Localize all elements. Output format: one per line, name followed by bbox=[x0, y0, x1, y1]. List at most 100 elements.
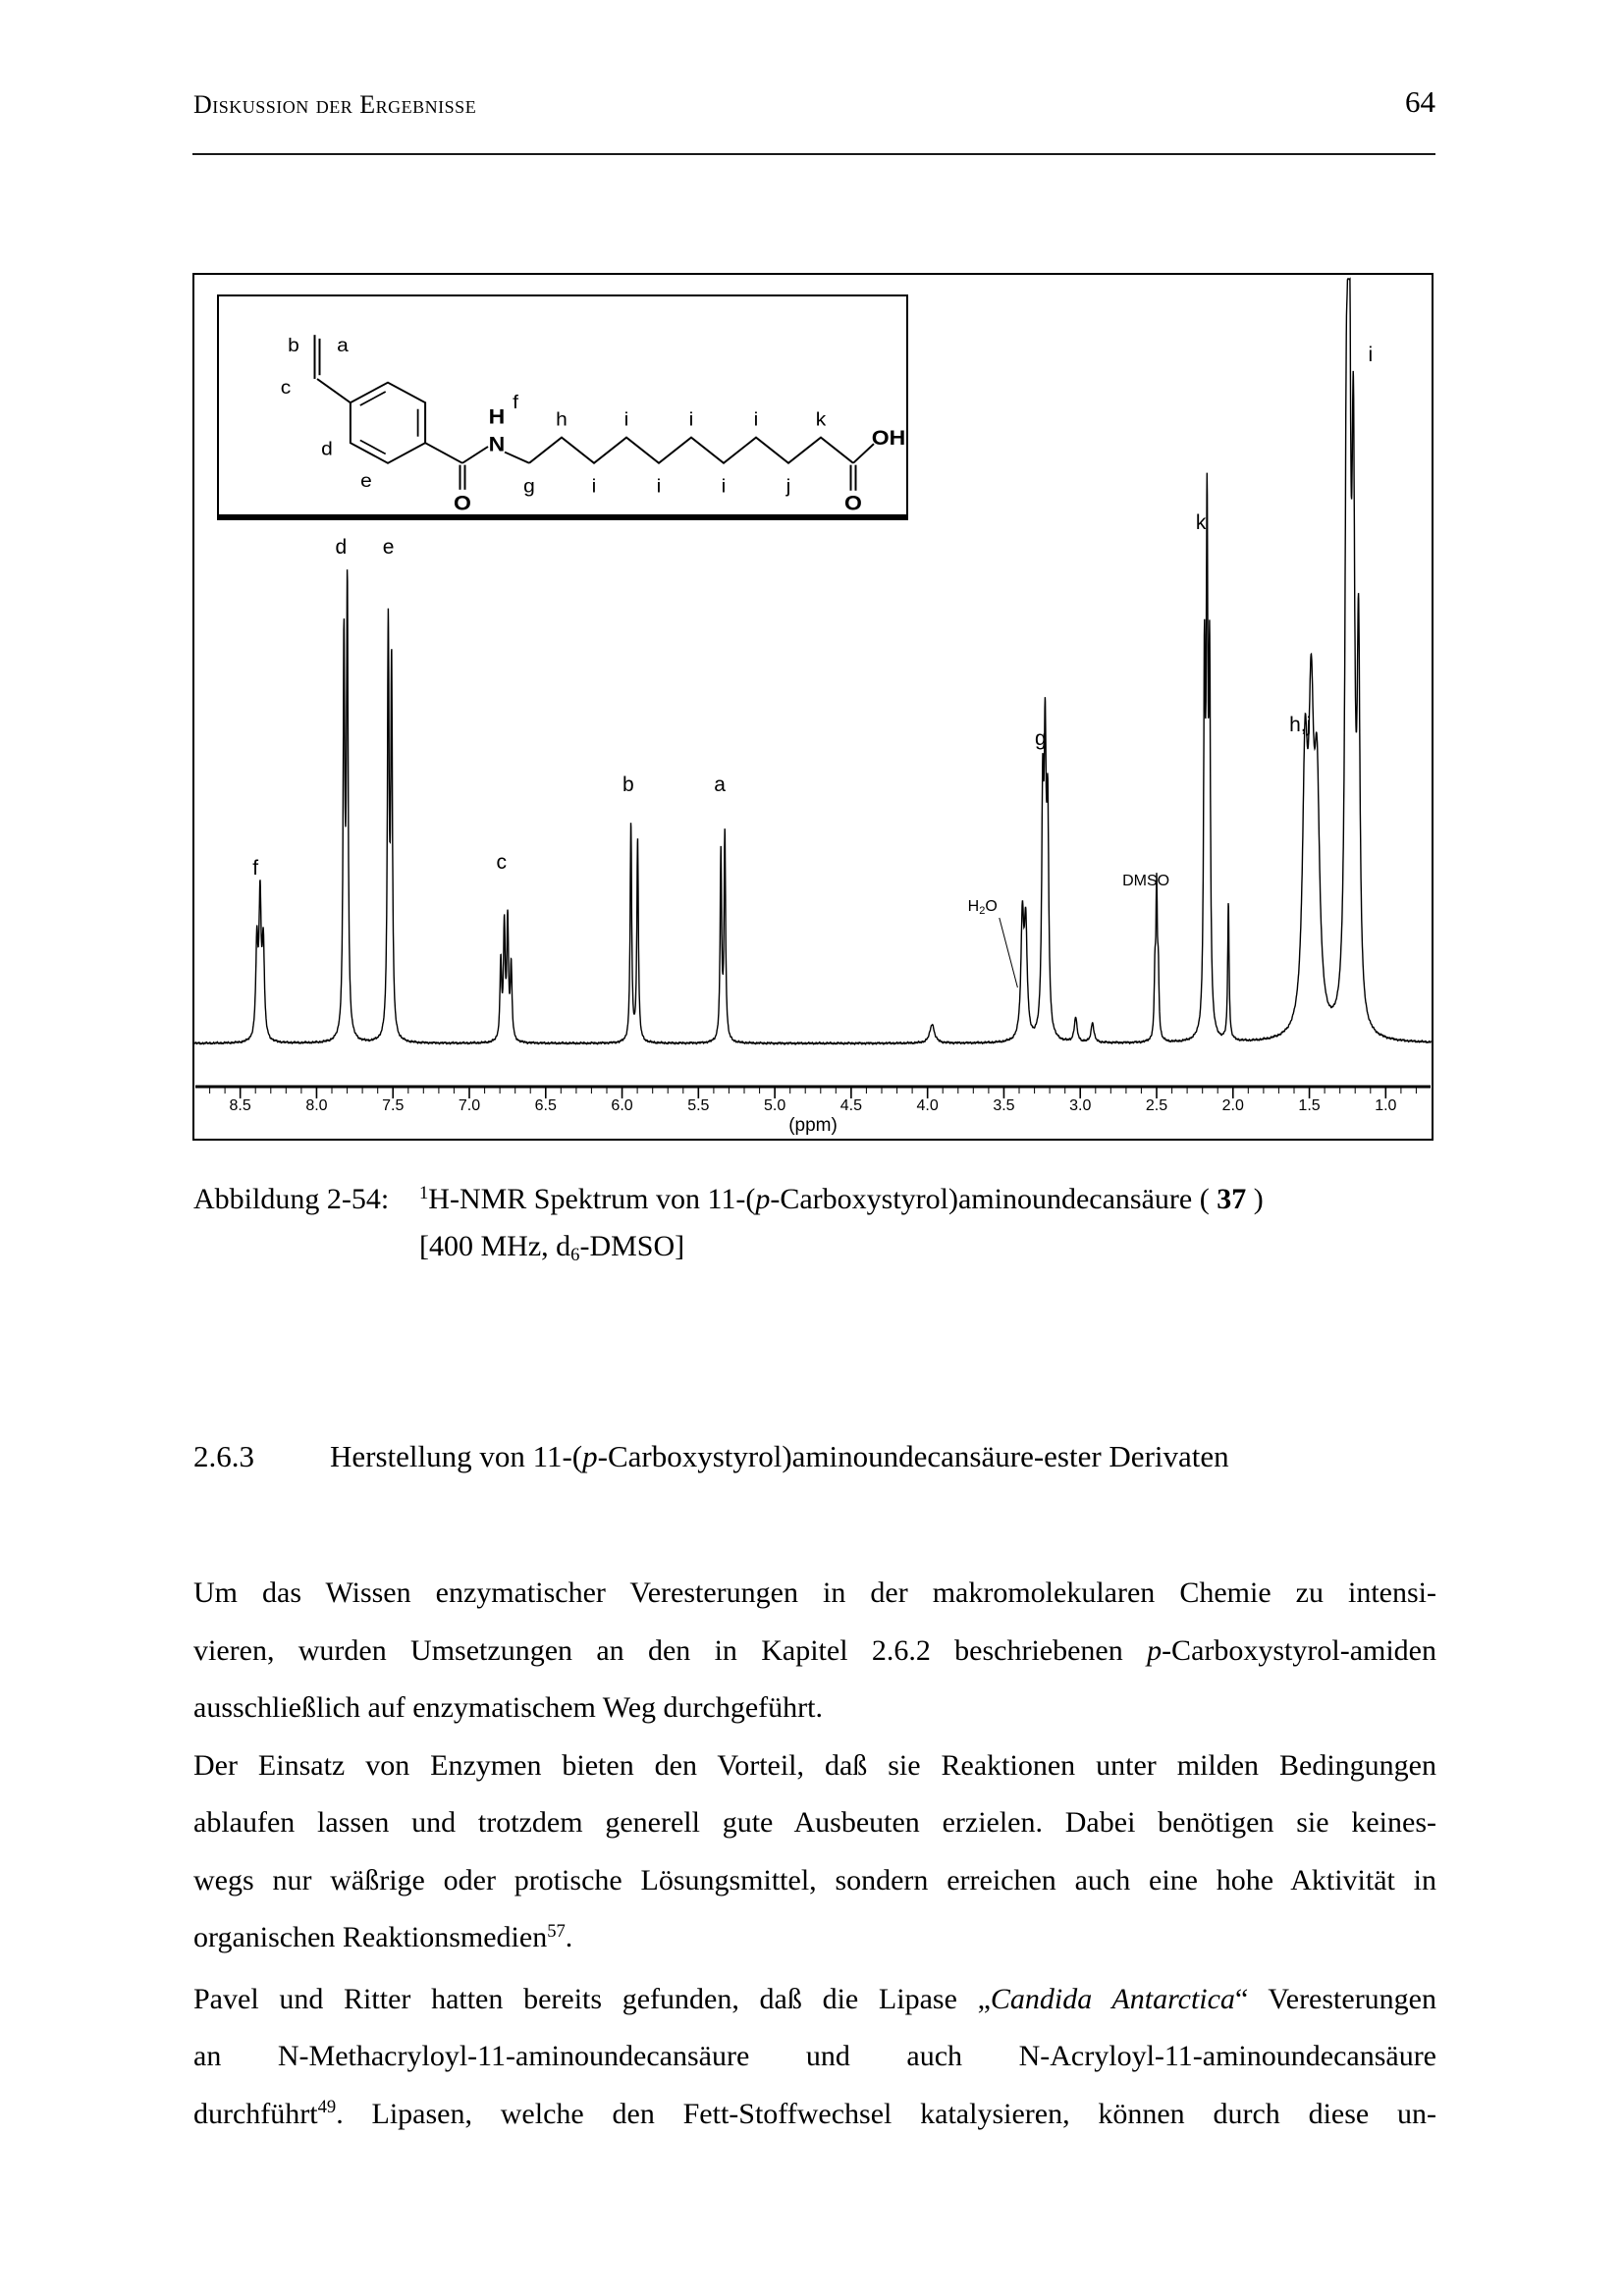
text-segment: an N-Methacryloyl-11-aminoundecansäure u… bbox=[193, 2040, 1436, 2072]
vinyl-ring-bond bbox=[316, 378, 352, 403]
structure-label-n: N bbox=[489, 432, 506, 455]
body-line: an N-Methacryloyl-11-aminoundecansäure u… bbox=[193, 2028, 1436, 2086]
structure-label-c: c bbox=[281, 377, 292, 398]
figure-caption-text: 1H-NMR Spektrum von 11-(p-Carboxystyrol)… bbox=[419, 1178, 1264, 1272]
body-line: organischen Reaktionsmedien57. bbox=[193, 1909, 1436, 1971]
structure-label-oh: OH bbox=[872, 426, 905, 450]
text-segment: -Carboxystyrol)aminoundecansäure-ester D… bbox=[597, 1439, 1229, 1473]
nmr-figure: 8.5 8.0 7.5 7.0 6.5 6.0 5.5 5.0 4.5 4.0 3.5 3.0 2.5 2… bbox=[192, 273, 1434, 1141]
structure-label-i: i bbox=[624, 409, 629, 430]
text-segment: . Lipasen, welche den Fett-Stoffwechsel … bbox=[336, 2097, 1436, 2130]
text-segment: ablaufen lassen und trotzdem generell gu… bbox=[193, 1806, 1436, 1839]
x-axis-tick-label: 4.5 bbox=[840, 1097, 862, 1114]
text-segment: 49 bbox=[317, 2097, 337, 2118]
structure-atom-labels: b a c d e O NHf g h i i i k i i i j O OH bbox=[281, 336, 906, 514]
structure-label-j: j bbox=[785, 476, 791, 497]
text-segment: durchführt bbox=[193, 2097, 318, 2130]
structure-label-o: O bbox=[844, 491, 862, 514]
text-segment: p bbox=[1147, 1633, 1163, 1667]
structure-label-o: O bbox=[454, 491, 471, 514]
text-segment: -Carboxystyrol-amiden bbox=[1162, 1633, 1436, 1667]
x-axis-tick-label: 5.0 bbox=[764, 1097, 785, 1114]
x-axis-tick-label: 4.0 bbox=[917, 1097, 939, 1114]
structure-label-a: a bbox=[337, 336, 349, 356]
structure-label-i: i bbox=[722, 476, 727, 497]
figure-caption-line1: 1H-NMR Spektrum von 11-(p-Carboxystyrol)… bbox=[419, 1178, 1264, 1225]
header-rule bbox=[192, 153, 1435, 155]
section-heading: 2.6.3 Herstellung von 11-(p-Carboxystyro… bbox=[193, 1437, 1436, 1476]
x-axis-tick-label: 6.5 bbox=[535, 1097, 557, 1114]
peak-label-k: k bbox=[1196, 511, 1207, 534]
peak-label-h2o: H2O bbox=[968, 898, 998, 917]
aromatic-inner-bond bbox=[359, 439, 387, 455]
text-segment: [400 MHz, d bbox=[419, 1230, 571, 1262]
structure-label-h: H bbox=[489, 404, 506, 428]
peak-label-i: i bbox=[1368, 344, 1373, 366]
figure-caption: Abbildung 2-54: 1H-NMR Spektrum von 11-(… bbox=[193, 1178, 1436, 1272]
x-axis-tick-label: 5.5 bbox=[687, 1097, 709, 1114]
text-segment: 1 bbox=[419, 1182, 429, 1203]
x-axis-tick-label: 7.0 bbox=[459, 1097, 480, 1114]
structure-label-d: d bbox=[321, 439, 333, 459]
x-axis-tick-label: 1.0 bbox=[1375, 1097, 1396, 1114]
x-axis-tick-label: 7.5 bbox=[382, 1097, 404, 1114]
x-axis-tick-label: 2.0 bbox=[1222, 1097, 1244, 1114]
x-axis-tick-label: 8.5 bbox=[230, 1097, 251, 1114]
section-number: 2.6.3 bbox=[193, 1439, 254, 1473]
peak-label-dmso: DMSO bbox=[1122, 873, 1169, 889]
text-segment: . bbox=[565, 1921, 573, 1953]
body-line: wegs nur wäßrige oder protische Lösungsm… bbox=[193, 1852, 1436, 1910]
text-segment: 6 bbox=[570, 1245, 580, 1266]
body-line: Der Einsatz von Enzymen bieten den Vorte… bbox=[193, 1737, 1436, 1795]
text-segment: Pavel und Ritter hatten bereits gefunden… bbox=[193, 1982, 991, 2015]
x-axis-tick-label: 3.0 bbox=[1069, 1097, 1091, 1114]
benzene-ring bbox=[349, 381, 427, 464]
spectrum-trace bbox=[194, 277, 1432, 1045]
figure-caption-label: Abbildung 2-54: bbox=[193, 1183, 390, 1215]
peak-label-b: b bbox=[622, 774, 634, 796]
chemical-structure-drawing: b a c d e O NHf g h i i i k i i i j O OH bbox=[281, 335, 906, 514]
running-header: Diskussion der Ergebnisse bbox=[193, 90, 477, 119]
body-line: ablaufen lassen und trotzdem generell gu… bbox=[193, 1794, 1436, 1852]
peak-label-hj: h,j bbox=[1289, 714, 1311, 736]
x-axis-tick-label: 6.0 bbox=[611, 1097, 632, 1114]
acid-oh-bond bbox=[852, 443, 875, 464]
text-segment: Um das Wissen enzymatischer Veresterunge… bbox=[193, 1576, 1436, 1609]
peak-label-e: e bbox=[383, 536, 395, 559]
body-line: vieren, wurden Umsetzungen an den in Kap… bbox=[193, 1623, 1436, 1681]
structure-label-i: i bbox=[689, 409, 694, 430]
text-segment: p bbox=[582, 1439, 598, 1473]
figure-caption-line2: [400 MHz, d6-DMSO] bbox=[419, 1225, 1264, 1272]
body-line: Pavel und Ritter hatten bereits gefunden… bbox=[193, 1971, 1436, 2029]
text-segment: Herstellung von 11-( bbox=[330, 1439, 583, 1473]
x-axis-title: (ppm) bbox=[788, 1115, 838, 1136]
h2o-pointer-line bbox=[999, 917, 1018, 988]
structure-label-i: i bbox=[657, 476, 662, 497]
peak-label-d: d bbox=[335, 536, 347, 559]
x-axis-tick-label: 8.0 bbox=[305, 1097, 327, 1114]
peak-label-g: g bbox=[1035, 727, 1047, 750]
ring-carbonyl-bond bbox=[424, 442, 463, 464]
text-segment: ) bbox=[1246, 1183, 1264, 1215]
text-segment: -Carboxystyrol)aminoundecansäure ( bbox=[770, 1183, 1217, 1215]
carbonyl-nitrogen-bond bbox=[461, 446, 489, 464]
x-axis-tick-label: 1.5 bbox=[1298, 1097, 1320, 1114]
structure-label-g: g bbox=[523, 476, 535, 497]
peak-label-f: f bbox=[252, 857, 258, 880]
nmr-spectrum-plot: 8.5 8.0 7.5 7.0 6.5 6.0 5.5 5.0 4.5 4.0 3.5 3.0 2.5 2… bbox=[194, 277, 1432, 1136]
text-segment: H-NMR Spektrum von 11-( bbox=[428, 1183, 756, 1215]
text-segment: organischen Reaktionsmedien bbox=[193, 1921, 548, 1953]
body-text: Um das Wissen enzymatischer Veresterunge… bbox=[193, 1565, 1436, 2147]
nitrogen-chain-bond bbox=[504, 451, 530, 464]
text-segment: wegs nur wäßrige oder protische Lösungsm… bbox=[193, 1863, 1436, 1896]
section-title: Herstellung von 11-(p-Carboxystyrol)amin… bbox=[330, 1437, 1229, 1476]
structure-label-i: i bbox=[592, 476, 597, 497]
structure-label-e: e bbox=[360, 471, 372, 492]
peak-label-a: a bbox=[714, 774, 726, 796]
text-segment: -DMSO] bbox=[579, 1230, 685, 1262]
peak-label-c: c bbox=[496, 851, 507, 874]
text-segment: 57 bbox=[547, 1920, 566, 1942]
structure-label-k: k bbox=[816, 409, 827, 430]
